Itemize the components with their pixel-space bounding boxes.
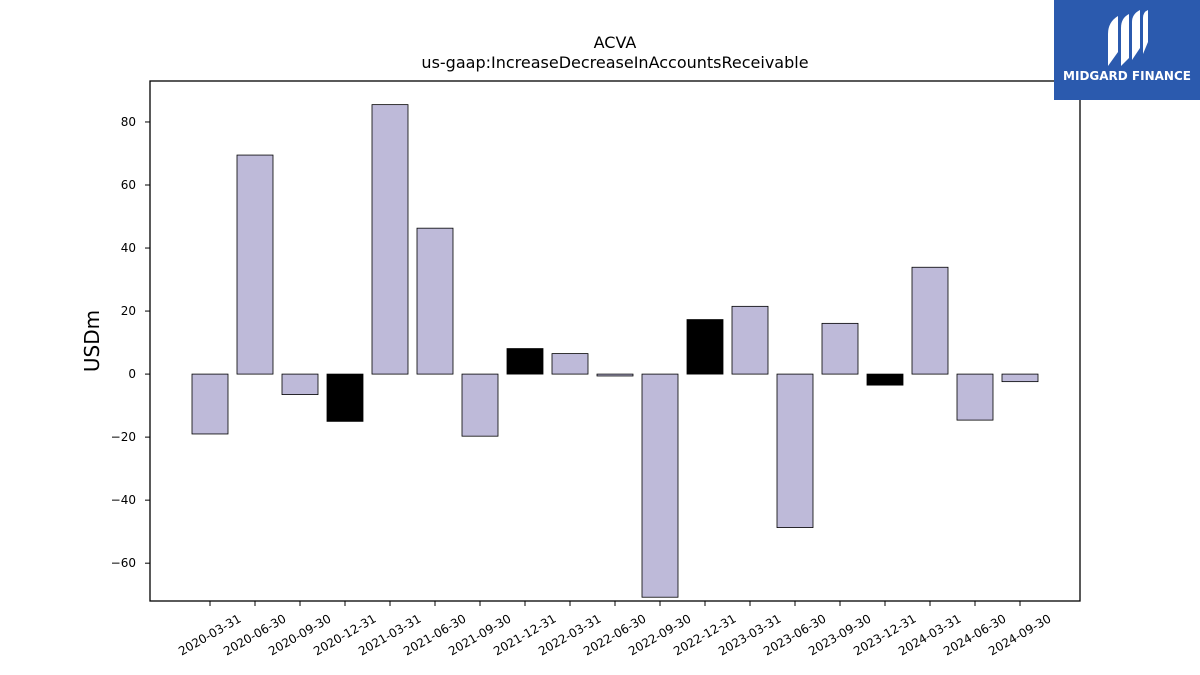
bar-2020-03-31 [191, 373, 229, 435]
midgard-finance-logo: MIDGARD FINANCE [1054, 0, 1200, 100]
y-tick-label: 0 [128, 367, 136, 381]
midgard-logo-icon [1108, 10, 1148, 66]
bar-2023-03-31 [731, 305, 769, 375]
y-tick-label: 20 [121, 304, 136, 318]
bar-2021-06-30 [416, 227, 454, 375]
y-tick-label: 40 [121, 241, 136, 255]
bar-2021-09-30 [461, 373, 499, 437]
bar-2020-06-30 [236, 154, 274, 375]
bars-group [191, 104, 1039, 598]
bar-2023-12-31 [866, 373, 904, 386]
bar-2022-09-30 [641, 373, 679, 598]
bar-2022-03-31 [551, 353, 589, 375]
chart-title: ACVA [594, 33, 637, 52]
x-axis: 2020-03-312020-06-302020-09-302020-12-31… [176, 601, 1054, 658]
bar-2021-03-31 [371, 104, 409, 375]
chart-subtitle: us-gaap:IncreaseDecreaseInAccountsReceiv… [421, 53, 808, 72]
y-axis: −60 −40 −20 0 20 40 60 80 [111, 115, 150, 570]
y-tick-label: 80 [121, 115, 136, 129]
y-tick-label: −60 [111, 556, 136, 570]
bar-2024-09-30 [1001, 373, 1039, 383]
y-tick-label: −20 [111, 430, 136, 444]
bar-2022-06-30 [596, 373, 634, 377]
bar-2021-12-31 [506, 348, 544, 375]
bar-2024-03-31 [911, 266, 949, 375]
bar-2023-09-30 [821, 322, 859, 375]
bar-2022-12-31 [686, 319, 724, 375]
y-tick-label: 60 [121, 178, 136, 192]
bar-2020-12-31 [326, 373, 364, 422]
plot-frame [149, 80, 1081, 602]
logo-text: MIDGARD FINANCE [1063, 69, 1191, 83]
bar-2020-09-30 [281, 373, 319, 395]
bar-2024-06-30 [956, 373, 994, 421]
y-tick-label: −40 [111, 493, 136, 507]
y-axis-label: USDm [80, 310, 104, 372]
bar-2023-06-30 [776, 373, 814, 528]
